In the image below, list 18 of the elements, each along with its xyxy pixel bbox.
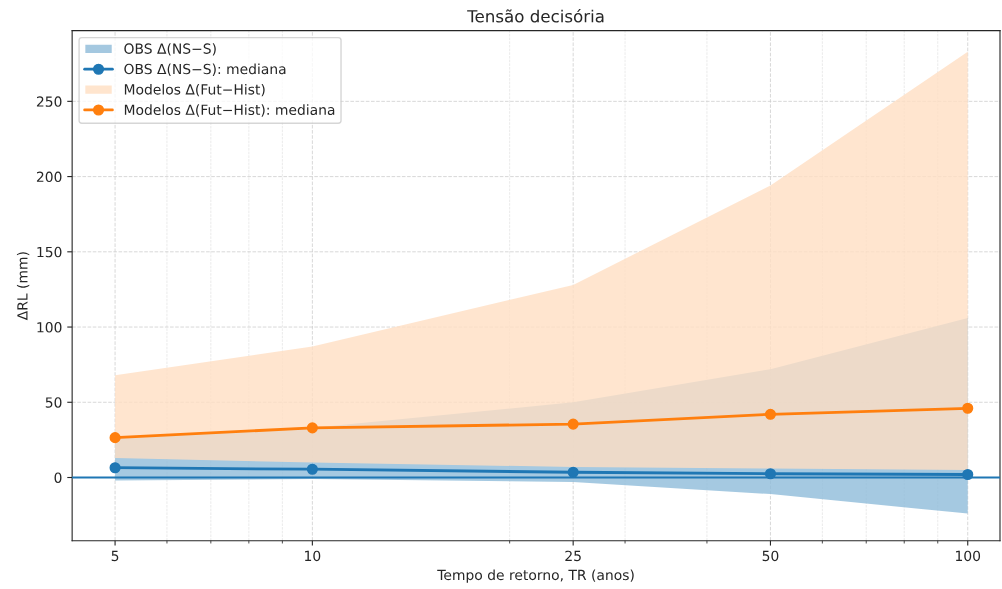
legend-label: OBS Δ(NS−S)	[124, 43, 216, 56]
legend-label: Modelos Δ(Fut−Hist): mediana	[124, 104, 335, 117]
x-tick-label: 25	[565, 550, 581, 562]
y-tick-label: 0	[54, 472, 62, 483]
chart-title: Tensão decisória	[467, 8, 604, 23]
x-tick-label: 10	[305, 550, 321, 562]
legend-label: OBS Δ(NS−S): mediana	[124, 63, 286, 76]
legend-label: Modelos Δ(Fut−Hist)	[124, 83, 265, 97]
y-tick-label: 250	[36, 96, 62, 107]
y-axis-title: ΔRL (mm)	[16, 252, 30, 321]
y-tick-label: 200	[36, 171, 62, 183]
x-tick-label: 100	[956, 550, 981, 562]
x-axis-title: Tempo de retorno, TR (anos)	[437, 569, 634, 583]
y-tick-label: 50	[45, 397, 62, 408]
y-tick-label: 150	[37, 246, 62, 258]
y-tick-label: 100	[37, 322, 62, 333]
x-tick-label: 5	[111, 550, 119, 562]
x-tick-label: 50	[762, 550, 779, 562]
